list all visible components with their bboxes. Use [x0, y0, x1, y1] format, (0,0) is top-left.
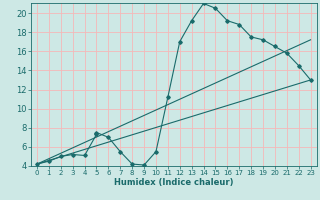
X-axis label: Humidex (Indice chaleur): Humidex (Indice chaleur)	[114, 178, 234, 187]
